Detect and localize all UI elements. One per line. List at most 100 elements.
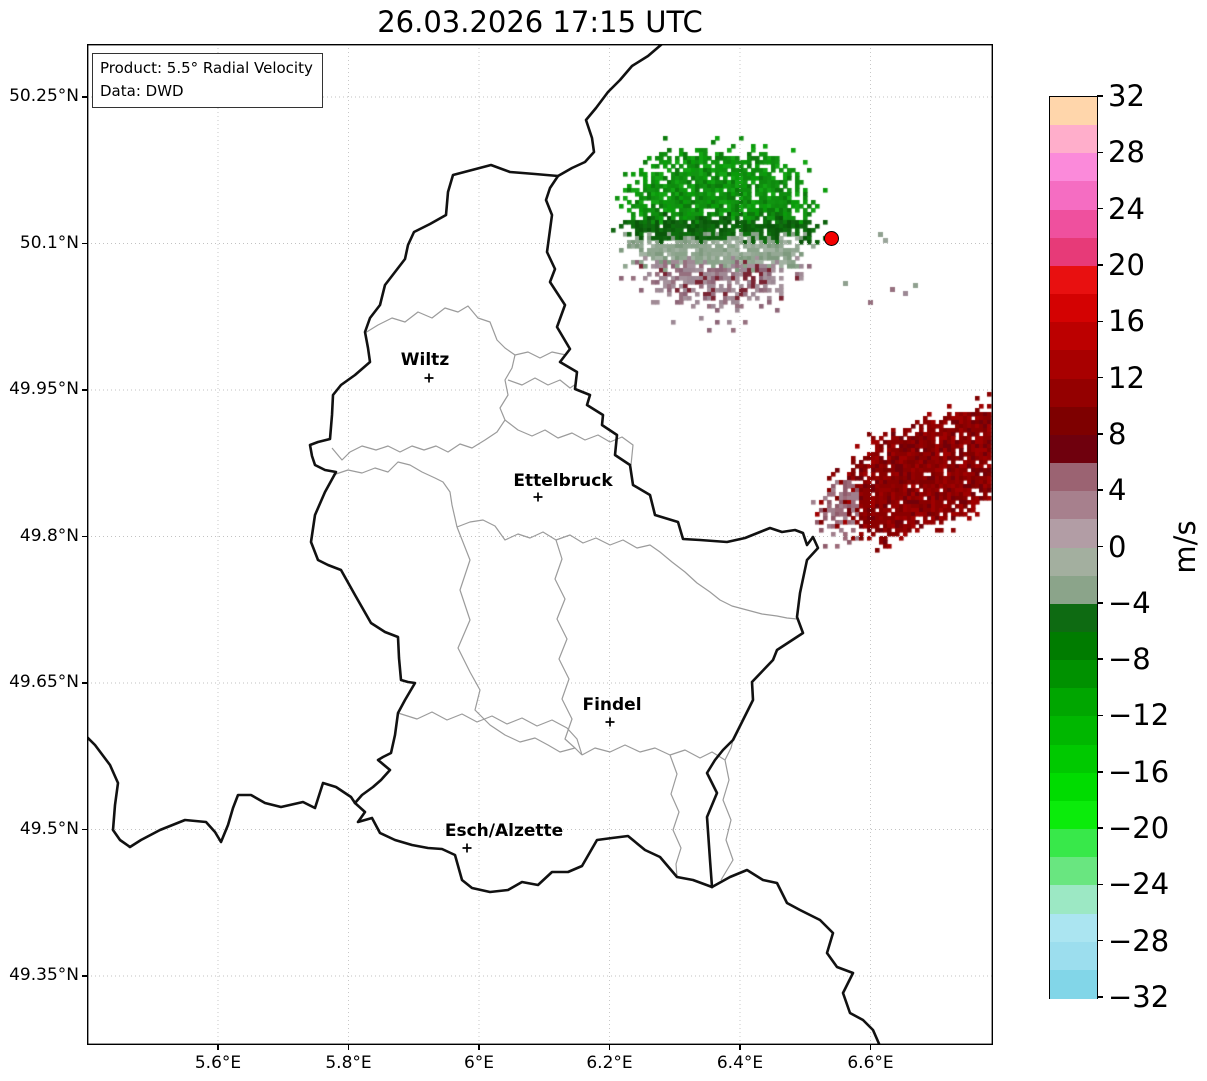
- district-border: [332, 461, 458, 528]
- district-border: [504, 419, 634, 466]
- y-tick-mark: [82, 975, 87, 977]
- colorbar-band: [1050, 491, 1097, 520]
- x-tick-label: 6°E: [463, 1053, 495, 1073]
- x-tick-mark: [478, 1045, 480, 1050]
- colorbar-band: [1050, 153, 1097, 183]
- colorbar-tick-label: 20: [1108, 247, 1145, 282]
- colorbar-tick-mark: [1097, 939, 1103, 942]
- district-border: [720, 759, 734, 881]
- city-marker: [605, 717, 615, 727]
- colorbar-tick-mark: [1097, 602, 1103, 604]
- colorbar-band: [1050, 97, 1097, 126]
- y-tick-mark: [82, 828, 87, 831]
- y-tick-label: 49.65°N: [9, 672, 79, 692]
- colorbar-tick-label: −12: [1108, 698, 1170, 733]
- x-tick-mark: [608, 1045, 611, 1050]
- colorbar: [1049, 96, 1098, 999]
- product-label: Product: 5.5° Radial Velocity: [100, 59, 313, 77]
- colorbar-tick-mark: [1097, 714, 1103, 717]
- map-plot: Product: 5.5° Radial Velocity Data: DWD …: [87, 44, 993, 1045]
- colorbar-tick-mark: [1097, 376, 1103, 379]
- colorbar-band: [1050, 237, 1097, 267]
- district-border: [331, 354, 516, 461]
- national-border: [308, 163, 560, 805]
- colorbar-tick-label: −8: [1108, 642, 1151, 677]
- x-tick-label: 6.4°E: [716, 1053, 764, 1073]
- y-tick-label: 49.95°N: [9, 379, 79, 399]
- colorbar-tick-label: −16: [1108, 754, 1170, 789]
- x-tick-label: 6.2°E: [586, 1053, 633, 1073]
- colorbar-tick-mark: [1097, 95, 1103, 97]
- national-border: [544, 44, 820, 889]
- x-tick-mark: [217, 1045, 219, 1050]
- colorbar-tick-mark: [1097, 827, 1103, 829]
- city-marker: [533, 492, 543, 502]
- y-tick-label: 49.35°N: [9, 965, 79, 985]
- colorbar-band: [1050, 181, 1097, 211]
- colorbar-unit-label: m/s: [1168, 519, 1202, 574]
- colorbar-tick-label: −32: [1108, 980, 1170, 1014]
- colorbar-band: [1050, 294, 1097, 323]
- colorbar-tick-mark: [1097, 771, 1103, 773]
- colorbar-tick-label: −4: [1108, 585, 1151, 620]
- colorbar-tick-mark: [1097, 489, 1103, 491]
- colorbar-tick-label: 24: [1108, 191, 1145, 226]
- x-tick-label: 5.6°E: [194, 1053, 242, 1073]
- map-frame: [87, 44, 993, 1045]
- colorbar-band: [1050, 463, 1097, 492]
- district-border: [456, 526, 583, 756]
- colorbar-band: [1050, 603, 1097, 633]
- colorbar-band: [1050, 660, 1097, 689]
- city-label: Findel: [582, 695, 642, 715]
- district-border: [514, 351, 567, 359]
- radar-site-marker: [823, 230, 839, 246]
- product-info-box: Product: 5.5° Radial Velocity Data: DWD: [92, 53, 323, 108]
- colorbar-band: [1050, 716, 1097, 746]
- y-tick-mark: [82, 682, 87, 684]
- x-tick-mark: [739, 1045, 741, 1050]
- national-border: [87, 735, 357, 849]
- y-tick-label: 50.1°N: [19, 232, 79, 253]
- colorbar-band: [1050, 857, 1097, 886]
- data-source-label: Data: DWD: [100, 81, 184, 100]
- colorbar-tick-label: −20: [1108, 811, 1170, 846]
- district-border: [581, 739, 734, 761]
- colorbar-band: [1050, 575, 1097, 605]
- district-border: [554, 539, 576, 749]
- colorbar-band: [1050, 406, 1097, 436]
- district-border: [364, 305, 516, 356]
- colorbar-tick-label: 12: [1108, 360, 1145, 395]
- colorbar-band: [1050, 941, 1097, 971]
- colorbar-band: [1050, 772, 1097, 802]
- national-border: [353, 801, 714, 894]
- x-tick-mark: [347, 1045, 350, 1050]
- colorbar-band: [1050, 688, 1097, 718]
- x-tick-label: 6.6°E: [847, 1053, 894, 1073]
- city-marker: [424, 373, 434, 383]
- y-tick-label: 50.25°N: [9, 86, 79, 106]
- radar-echo-canvas: [87, 44, 993, 1045]
- colorbar-tick-mark: [1097, 264, 1103, 266]
- colorbar-tick-label: 32: [1108, 79, 1145, 113]
- colorbar-tick-label: 8: [1108, 416, 1127, 451]
- y-tick-mark: [82, 242, 87, 245]
- colorbar-band: [1050, 519, 1097, 549]
- colorbar-tick-mark: [1097, 207, 1103, 210]
- colorbar-tick-label: 0: [1108, 529, 1127, 564]
- y-tick-label: 49.5°N: [19, 818, 79, 839]
- y-tick-mark: [82, 96, 87, 98]
- national-border: [710, 868, 881, 1045]
- colorbar-band: [1050, 744, 1097, 774]
- colorbar-tick-label: 28: [1108, 135, 1145, 170]
- colorbar-band: [1050, 125, 1097, 154]
- district-border: [456, 519, 798, 620]
- colorbar-tick-label: 16: [1108, 304, 1145, 339]
- city-marker: [462, 843, 472, 853]
- colorbar-band: [1050, 265, 1097, 295]
- colorbar-tick-mark: [1097, 320, 1103, 322]
- colorbar-band: [1050, 969, 1097, 999]
- colorbar-band: [1050, 350, 1097, 380]
- colorbar-band: [1050, 800, 1097, 830]
- district-border: [507, 377, 577, 389]
